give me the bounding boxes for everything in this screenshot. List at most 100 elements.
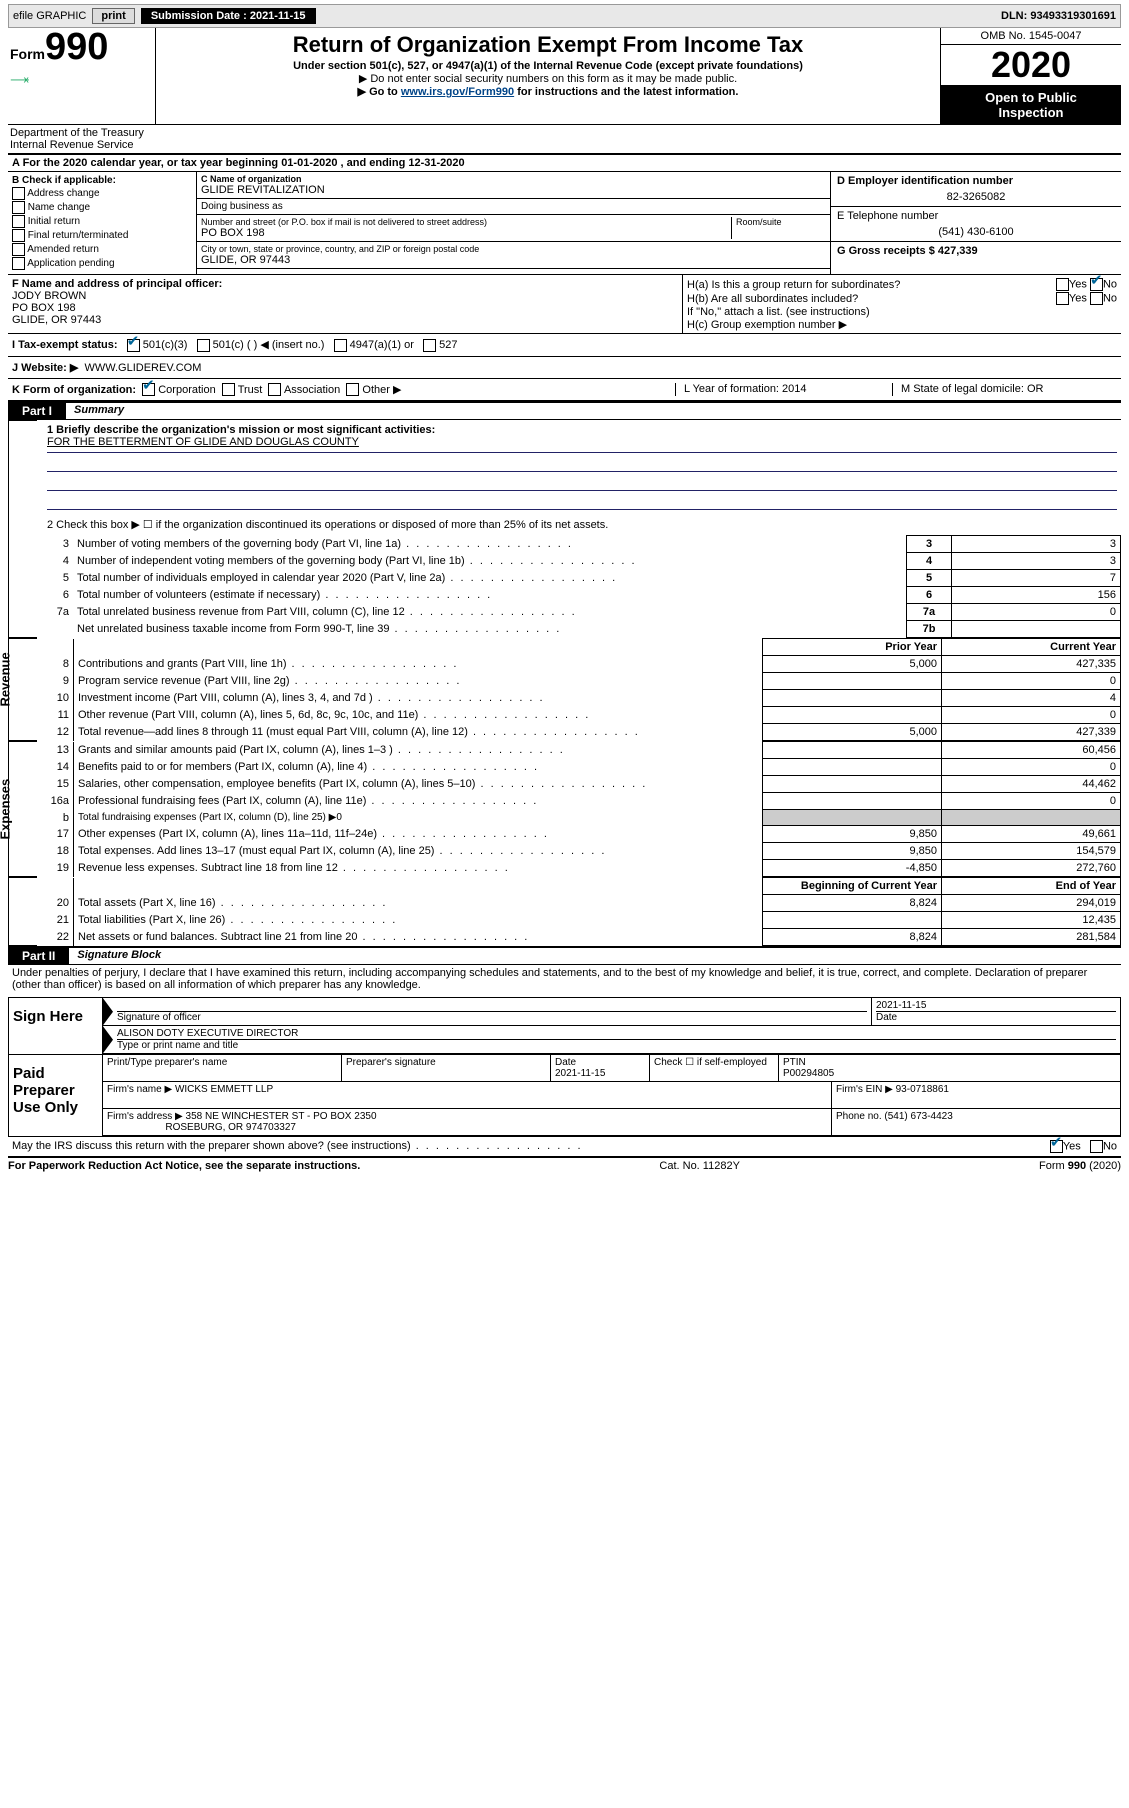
sig-date-label: Date: [876, 1011, 1116, 1023]
form-header: Form990 🝐 Return of Organization Exempt …: [8, 28, 1121, 125]
side-col-gov: Activities & Governance: [8, 420, 37, 638]
officer-sig-cell: Signature of officer: [113, 998, 872, 1025]
gov-row: 5Total number of individuals employed in…: [37, 570, 1121, 587]
chk-amended[interactable]: Amended return: [12, 243, 192, 256]
state-domicile: M State of legal domicile: OR: [892, 383, 1117, 397]
chk-501c3[interactable]: [127, 339, 140, 352]
chk-corp[interactable]: [142, 383, 155, 396]
rev-row: 10Investment income (Part VIII, column (…: [37, 690, 1121, 707]
dln-label: DLN: 93493319301691: [1001, 10, 1116, 22]
gov-row: 6Total number of volunteers (estimate if…: [37, 587, 1121, 604]
dept-2: Internal Revenue Service: [10, 139, 134, 151]
gross-block: G Gross receipts $ 427,339: [831, 242, 1121, 260]
org-city: GLIDE, OR 97443: [201, 254, 826, 266]
org-name: GLIDE REVITALIZATION: [201, 184, 826, 196]
org-name-row: C Name of organization GLIDE REVITALIZAT…: [197, 172, 830, 199]
side-col-rev: Revenue: [8, 638, 37, 741]
chk-trust[interactable]: [222, 383, 235, 396]
side-rev-label: Revenue: [0, 687, 13, 707]
firm-ein-value: 93-0718861: [896, 1084, 949, 1095]
part1-header: Part I Summary: [8, 401, 1121, 420]
year-box: OMB No. 1545-0047 2020 Open to Public In…: [940, 28, 1121, 124]
form-title: Return of Organization Exempt From Incom…: [162, 32, 934, 58]
net-section: Net Assets or Fund Balances Beginning of…: [8, 877, 1121, 946]
officer-sig-label: Signature of officer: [117, 1011, 867, 1023]
department-row: Department of the Treasury Internal Reve…: [8, 125, 1121, 155]
top-bar: efile GRAPHIC print Submission Date : 20…: [8, 4, 1121, 28]
chk-assoc[interactable]: [268, 383, 281, 396]
print-button[interactable]: print: [92, 8, 134, 24]
irs-link[interactable]: www.irs.gov/Form990: [401, 86, 514, 98]
firm-addr2: ROSEBURG, OR 974703327: [165, 1122, 296, 1133]
net-row: 22Net assets or fund balances. Subtract …: [37, 929, 1121, 946]
open-l2: Inspection: [941, 105, 1121, 120]
f-label: F Name and address of principal officer:: [12, 278, 222, 290]
department-label: Department of the Treasury Internal Reve…: [8, 125, 160, 153]
phone-block: E Telephone number (541) 430-6100: [831, 207, 1121, 242]
form-990-page: efile GRAPHIC print Submission Date : 20…: [0, 0, 1129, 1180]
dept-1: Department of the Treasury: [10, 127, 144, 139]
h-a-no[interactable]: [1090, 278, 1103, 291]
side-col-net: Net Assets or Fund Balances: [8, 877, 37, 946]
signature-block: Sign Here Signature of officer 2021-11-1…: [8, 997, 1121, 1137]
exp-row: 13Grants and similar amounts paid (Part …: [37, 742, 1121, 759]
side-col-exp: Expenses: [8, 741, 37, 877]
year-formation: L Year of formation: 2014: [675, 383, 892, 397]
exp-row: 16aProfessional fundraising fees (Part I…: [37, 793, 1121, 810]
chk-initial-return[interactable]: Initial return: [12, 215, 192, 228]
firm-ein-cell: Firm's EIN ▶ 93-0718861: [832, 1082, 1120, 1108]
mission-block: 1 Briefly describe the organization's mi…: [37, 420, 1121, 535]
chk-other[interactable]: [346, 383, 359, 396]
mission-text: FOR THE BETTERMENT OF GLIDE AND DOUGLAS …: [47, 436, 1117, 453]
part2-header: Part II Signature Block: [8, 946, 1121, 965]
discuss-no[interactable]: [1090, 1140, 1103, 1153]
footer-mid: Cat. No. 11282Y: [659, 1160, 740, 1172]
gov-section: Activities & Governance 1 Briefly descri…: [8, 420, 1121, 638]
prep-date-cell: Date 2021-11-15: [551, 1055, 650, 1081]
chk-4947[interactable]: [334, 339, 347, 352]
hdr-end: End of Year: [942, 878, 1121, 895]
h-b-yes[interactable]: [1056, 292, 1069, 305]
sig-date-cell: 2021-11-15 Date: [872, 998, 1120, 1025]
line2-label: 2 Check this box ▶ ☐ if the organization…: [47, 518, 1117, 531]
chk-527[interactable]: [423, 339, 436, 352]
gov-row: Net unrelated business taxable income fr…: [37, 621, 1121, 638]
part2-title: Signature Block: [69, 948, 169, 964]
sig-marker-icon: [103, 998, 113, 1025]
chk-address-change[interactable]: Address change: [12, 187, 192, 200]
website-value: WWW.GLIDEREV.COM: [84, 362, 201, 374]
exp-section: Expenses 13Grants and similar amounts pa…: [8, 741, 1121, 877]
rev-row: 11Other revenue (Part VIII, column (A), …: [37, 707, 1121, 724]
name-label: C Name of organization: [201, 174, 826, 184]
firm-name-cell: Firm's name ▶ WICKS EMMETT LLP: [103, 1082, 832, 1108]
rev-header-row: Prior Year Current Year: [37, 639, 1121, 656]
discuss-yes[interactable]: [1050, 1140, 1063, 1153]
exp-row: 15Salaries, other compensation, employee…: [37, 776, 1121, 793]
firm-addr1: 358 NE WINCHESTER ST - PO BOX 2350: [186, 1111, 377, 1122]
hdr-current: Current Year: [942, 639, 1121, 656]
exp-table: 13Grants and similar amounts paid (Part …: [37, 741, 1121, 877]
exp-row: 19Revenue less expenses. Subtract line 1…: [37, 860, 1121, 877]
hdr-begin: Beginning of Current Year: [763, 878, 942, 895]
sub3-post: for instructions and the latest informat…: [517, 86, 738, 98]
chk-501c[interactable]: [197, 339, 210, 352]
chk-name-change[interactable]: Name change: [12, 201, 192, 214]
h-a-yes[interactable]: [1056, 278, 1069, 291]
open-l1: Open to Public: [941, 90, 1121, 105]
firm-ein-label: Firm's EIN ▶: [836, 1084, 893, 1095]
firm-phone-label: Phone no.: [836, 1111, 882, 1122]
exp-row: 17Other expenses (Part IX, column (A), l…: [37, 826, 1121, 843]
hdr-prior: Prior Year: [763, 639, 942, 656]
net-header-row: Beginning of Current Year End of Year: [37, 878, 1121, 895]
paid-preparer-label: Paid Preparer Use Only: [9, 1055, 103, 1136]
i-label: I Tax-exempt status:: [12, 339, 118, 351]
k-label: K Form of organization:: [12, 384, 136, 396]
h-b-no[interactable]: [1090, 292, 1103, 305]
ptin-label: PTIN: [783, 1057, 806, 1068]
chk-final-return[interactable]: Final return/terminated: [12, 229, 192, 242]
firm-addr-label: Firm's address ▶: [107, 1111, 183, 1122]
chk-app-pending[interactable]: Application pending: [12, 257, 192, 270]
gov-row: 3Number of voting members of the governi…: [37, 536, 1121, 553]
rev-row: 8Contributions and grants (Part VIII, li…: [37, 656, 1121, 673]
firm-phone-value: (541) 673-4423: [884, 1111, 952, 1122]
